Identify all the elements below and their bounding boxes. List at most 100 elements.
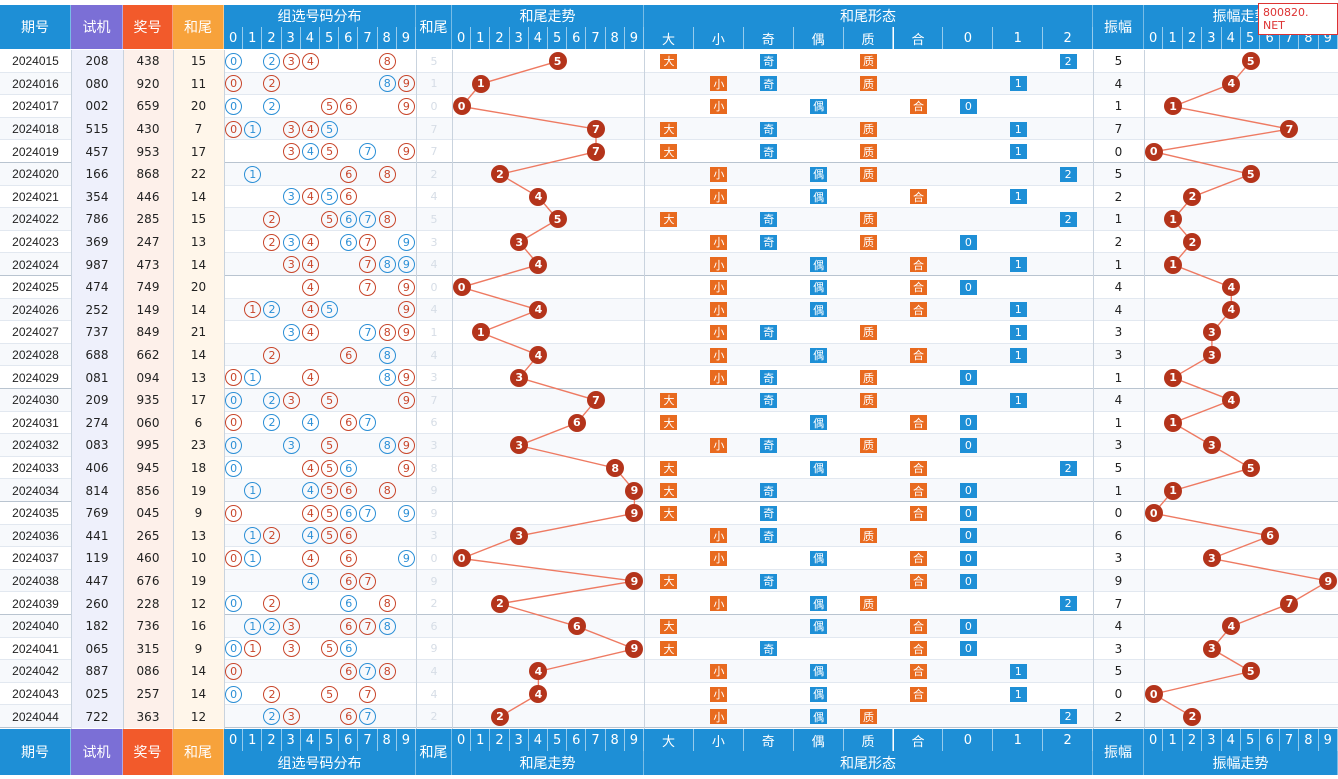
cell-zhenfu: 2 xyxy=(1114,709,1123,724)
zuxuan-hit-ring: 0 xyxy=(225,120,243,138)
xingtai-cell xyxy=(744,299,794,322)
zuxuan-cell: 2 xyxy=(262,208,281,231)
header-xingtai-6: 0 xyxy=(943,27,994,49)
xingtai-cell xyxy=(894,434,944,457)
zuxuan-cell: 8 xyxy=(378,253,397,276)
cell-qihao: 2024022 xyxy=(12,212,59,227)
cell-hewei: 23 xyxy=(173,434,224,457)
zuxuan-cell xyxy=(358,186,377,209)
zhenfu-trend-ball: 6 xyxy=(1261,526,1280,545)
footer-zhenfu-digit-7: 7 xyxy=(1279,729,1300,751)
xingtai-tag: 合 xyxy=(909,460,927,476)
cell-zhenfu: 7 xyxy=(1114,596,1123,611)
col-header-hewei[interactable]: 和尾 xyxy=(173,5,224,49)
xingtai-cell: 1 xyxy=(993,344,1043,367)
zuxuan-cell xyxy=(397,479,416,502)
zhenfu-trend-ball: 4 xyxy=(1222,617,1241,636)
xingtai-tag: 偶 xyxy=(810,279,828,295)
zhenfu-trend-ball: 1 xyxy=(1164,97,1183,116)
zuxuan-cell xyxy=(378,705,397,728)
cell-hewei: 12 xyxy=(173,705,224,728)
zhenfu-trend-ball-cell: 7 xyxy=(1280,592,1299,615)
zuxuan-hit-ring: 4 xyxy=(301,459,319,477)
zuxuan-cell xyxy=(282,683,301,706)
zuxuan-cell xyxy=(262,140,281,163)
zuxuan-cell: 5 xyxy=(320,389,339,412)
zuxuan-cell: 9 xyxy=(397,502,416,525)
zuxuan-cell: 9 xyxy=(397,140,416,163)
footer-hewei-zoushi: 和尾走势 xyxy=(452,751,644,775)
footer-xingtai-7: 1 xyxy=(993,729,1044,751)
zuxuan-shiji-ring: 0 xyxy=(225,459,243,477)
cell-zhenfu: 1 xyxy=(1114,212,1123,227)
xingtai-tag: 质 xyxy=(860,144,878,160)
xingtai-tag: 偶 xyxy=(810,98,828,114)
xingtai-tag: 小 xyxy=(710,663,728,679)
zuxuan-cell xyxy=(378,231,397,254)
xingtai-cell: 小 xyxy=(694,276,744,299)
zuxuan-cell xyxy=(378,412,397,435)
zuxuan-shiji-ring: 6 xyxy=(340,459,358,477)
zuxuan-cell: 2 xyxy=(262,50,281,73)
xingtai-tag: 小 xyxy=(710,166,728,182)
zuxuan-cell: 8 xyxy=(378,50,397,73)
zuxuan-cell: 8 xyxy=(378,615,397,638)
zuxuan-cell: 7 xyxy=(358,231,377,254)
col-header-shiji[interactable]: 试机 xyxy=(71,5,123,49)
cell-qihao: 2024033 xyxy=(12,461,59,476)
xingtai-cell: 大 xyxy=(644,50,694,73)
zuxuan-shiji-ring: 2 xyxy=(263,97,281,115)
hewei-trend-ball-cell: 7 xyxy=(586,140,605,163)
hewei-trend-ball-cell: 3 xyxy=(510,434,529,457)
xingtai-cell xyxy=(894,73,944,96)
cell-zhenfu: 1 xyxy=(1114,257,1123,272)
cell-zhenfu: 4 xyxy=(1114,280,1123,295)
col-header-qihao[interactable]: 期号 xyxy=(0,5,71,49)
hewei-trend-ball: 4 xyxy=(529,187,548,206)
footer-xingtai-4: 质 xyxy=(843,729,894,751)
xingtai-cell: 大 xyxy=(644,479,694,502)
zuxuan-cell: 4 xyxy=(301,457,320,480)
zuxuan-cell xyxy=(243,592,262,615)
hewei-trend-ball: 6 xyxy=(567,617,586,636)
zuxuan-cell: 3 xyxy=(282,434,301,457)
zuxuan-cell xyxy=(262,570,281,593)
footer-hewei-digit-4: 4 xyxy=(528,729,548,751)
zhenfu-trend-ball: 7 xyxy=(1280,120,1299,139)
zuxuan-hit-ring: 4 xyxy=(301,120,319,138)
col-header-jianghao[interactable]: 奖号 xyxy=(123,5,173,49)
zuxuan-hit-ring: 0 xyxy=(225,549,243,567)
xingtai-cell xyxy=(1043,140,1093,163)
footer-zhenfu-digit-1: 1 xyxy=(1163,729,1183,751)
zuxuan-hit-ring: 6 xyxy=(340,188,358,206)
xingtai-tag: 小 xyxy=(710,98,728,114)
footer-zuxuan-digit-2: 2 xyxy=(262,729,282,751)
zuxuan-cell: 6 xyxy=(339,344,358,367)
zuxuan-cell xyxy=(282,479,301,502)
xingtai-tag: 小 xyxy=(710,279,728,295)
zuxuan-cell xyxy=(282,208,301,231)
cell-hewei-value: 8 xyxy=(430,461,438,475)
zhenfu-trend-ball: 0 xyxy=(1144,504,1163,523)
xingtai-cell: 质 xyxy=(844,118,894,141)
xingtai-cell xyxy=(943,208,993,231)
zhenfu-trend-ball: 0 xyxy=(1144,685,1163,704)
zuxuan-hit-ring: 6 xyxy=(340,346,358,364)
xingtai-cell xyxy=(644,95,694,118)
cell-qihao: 2024019 xyxy=(12,144,59,159)
zuxuan-hit-ring: 0 xyxy=(225,75,243,93)
zuxuan-shiji-ring: 3 xyxy=(282,436,300,454)
xingtai-tag: 大 xyxy=(660,505,678,521)
cell-qihao: 2024038 xyxy=(12,574,59,589)
hewei-trend-ball-cell: 6 xyxy=(567,412,586,435)
cell-jianghao: 849 xyxy=(123,321,173,344)
zhenfu-trend-ball: 4 xyxy=(1222,391,1241,410)
hewei-trend-ball-cell: 0 xyxy=(452,276,471,299)
xingtai-tag: 奇 xyxy=(760,437,778,453)
footer-hewei-digit-1: 1 xyxy=(471,729,491,751)
table-row xyxy=(0,705,1338,728)
zuxuan-cell xyxy=(358,457,377,480)
zuxuan-cell: 6 xyxy=(339,95,358,118)
zuxuan-cell xyxy=(224,321,243,344)
zuxuan-hit-ring: 1 xyxy=(244,301,262,319)
